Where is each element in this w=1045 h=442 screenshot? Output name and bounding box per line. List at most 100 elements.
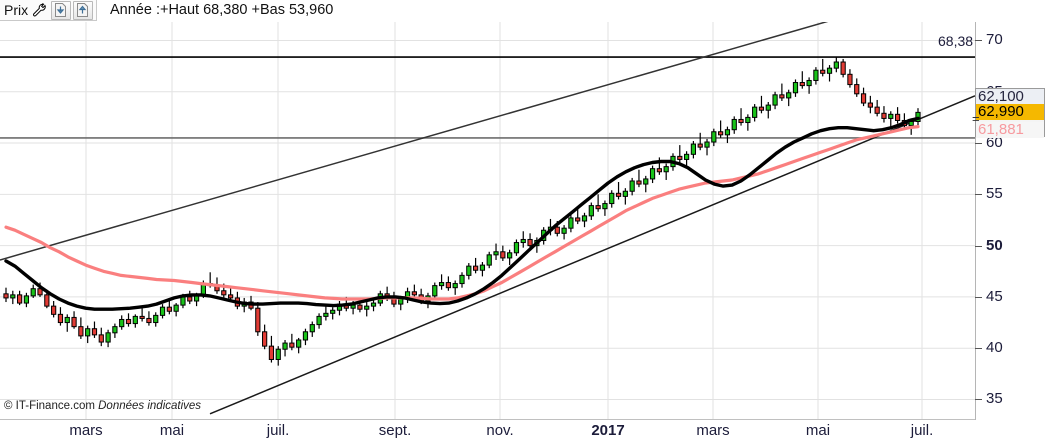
chart-plot-area[interactable]: [0, 22, 975, 420]
candle-body: [690, 143, 697, 155]
chart-period-summary: Année :+Haut 68,380 +Bas 53,960: [110, 2, 334, 18]
candle-body: [609, 192, 615, 205]
candle-body: [57, 313, 64, 324]
candle-body: [663, 166, 669, 173]
candle-body: [724, 129, 731, 136]
candle-body: [649, 168, 656, 180]
candle-body: [98, 334, 104, 343]
bid-price: 61,881: [976, 122, 1044, 139]
candle-body: [561, 227, 567, 234]
candle-body: [758, 106, 765, 111]
x-tick-label: juil.: [266, 422, 290, 439]
candle-body: [575, 217, 581, 222]
candle-body: [860, 93, 867, 104]
candle-body: [493, 251, 499, 256]
candle-body: [745, 116, 751, 124]
candle-body: [500, 251, 506, 259]
candle-body: [30, 288, 36, 297]
candle-body: [507, 252, 513, 259]
candle-body: [3, 293, 9, 299]
candle-body: [894, 113, 901, 121]
candle-body: [119, 318, 125, 328]
candle-body: [132, 315, 138, 325]
chart-canvas: [0, 22, 975, 420]
candle-body: [779, 94, 785, 99]
candle-body: [166, 306, 172, 312]
candle-body: [268, 345, 275, 360]
candle-body: [568, 217, 574, 229]
candle-body: [854, 84, 860, 95]
x-tick-label: mars: [696, 422, 730, 439]
candle-body: [711, 131, 717, 143]
candle-body: [520, 238, 526, 244]
candle-body: [683, 153, 690, 160]
gridlines: [0, 22, 975, 420]
candle-body: [370, 302, 377, 307]
ask-price: 62,100: [976, 89, 1044, 106]
candle-body: [125, 318, 132, 325]
x-tick-label: juil.: [910, 422, 934, 439]
y-axis[interactable]: 7065605550454035: [975, 22, 1045, 420]
candle-body: [302, 331, 309, 341]
y-axis-line: [975, 22, 976, 420]
candle-body: [656, 168, 662, 173]
price-quote-box[interactable]: 62,100 62,990 61,881 =: [972, 88, 1045, 139]
candle-body: [888, 113, 894, 119]
x-tick-label: nov.: [486, 422, 514, 439]
candle-body: [221, 290, 227, 296]
copyright-mark: © IT-Finance.com: [4, 400, 95, 412]
toolbar-label: Prix: [4, 2, 29, 18]
candle-body: [316, 315, 322, 326]
candle-body: [826, 67, 833, 74]
candle-body: [282, 342, 288, 350]
candle-body: [139, 315, 145, 319]
y-tick-label: 50: [986, 236, 1003, 254]
candle-body: [874, 106, 880, 114]
copyright-notice: © IT-Finance.com Données indicatives: [4, 400, 201, 413]
candle-body: [364, 305, 370, 310]
candle-body: [23, 295, 30, 304]
candle-body: [473, 265, 479, 271]
candle-body: [193, 295, 200, 302]
scale-up-button[interactable]: [73, 0, 94, 20]
copyright-note: Données indicatives: [98, 400, 202, 412]
y-tick-mark: [975, 194, 982, 196]
y-tick-label: 55: [986, 185, 1003, 203]
y-tick-mark: [975, 40, 982, 42]
y-tick-mark: [975, 296, 982, 298]
candle-body: [595, 205, 601, 210]
candle-body: [64, 316, 70, 324]
candle-body: [636, 180, 642, 185]
candle-body: [731, 118, 737, 131]
x-tick-label: 2017: [591, 422, 625, 439]
candle-body: [643, 178, 649, 185]
candle-body: [323, 312, 329, 317]
candle-body: [71, 316, 77, 328]
candle-body: [752, 106, 758, 118]
candle-body: [296, 339, 302, 348]
candle-body: [10, 294, 16, 299]
scale-down-button[interactable]: [51, 0, 72, 20]
candle-body: [187, 296, 193, 302]
candle-body: [615, 192, 622, 197]
candle-body: [513, 242, 520, 254]
candle-body: [411, 291, 417, 296]
candle-body: [44, 294, 50, 307]
candlestick-series: [3, 57, 921, 366]
candle-body: [581, 215, 588, 222]
wrench-icon[interactable]: [32, 2, 47, 18]
y-tick-label: 70: [986, 31, 1003, 49]
candle-body: [527, 238, 533, 247]
candle-body: [799, 82, 805, 87]
candle-body: [255, 307, 261, 333]
toolbar-controls-group: Prix: [0, 0, 98, 21]
candle-body: [867, 102, 873, 108]
candle-body: [629, 180, 635, 192]
y-tick-label: 40: [986, 339, 1003, 357]
candle-body: [765, 104, 771, 111]
candle-body: [445, 282, 451, 289]
candle-body: [704, 141, 710, 148]
x-axis[interactable]: mars mai juil. sept. nov. 2017 mars mai juil.: [0, 420, 1045, 442]
candle-body: [398, 298, 404, 305]
